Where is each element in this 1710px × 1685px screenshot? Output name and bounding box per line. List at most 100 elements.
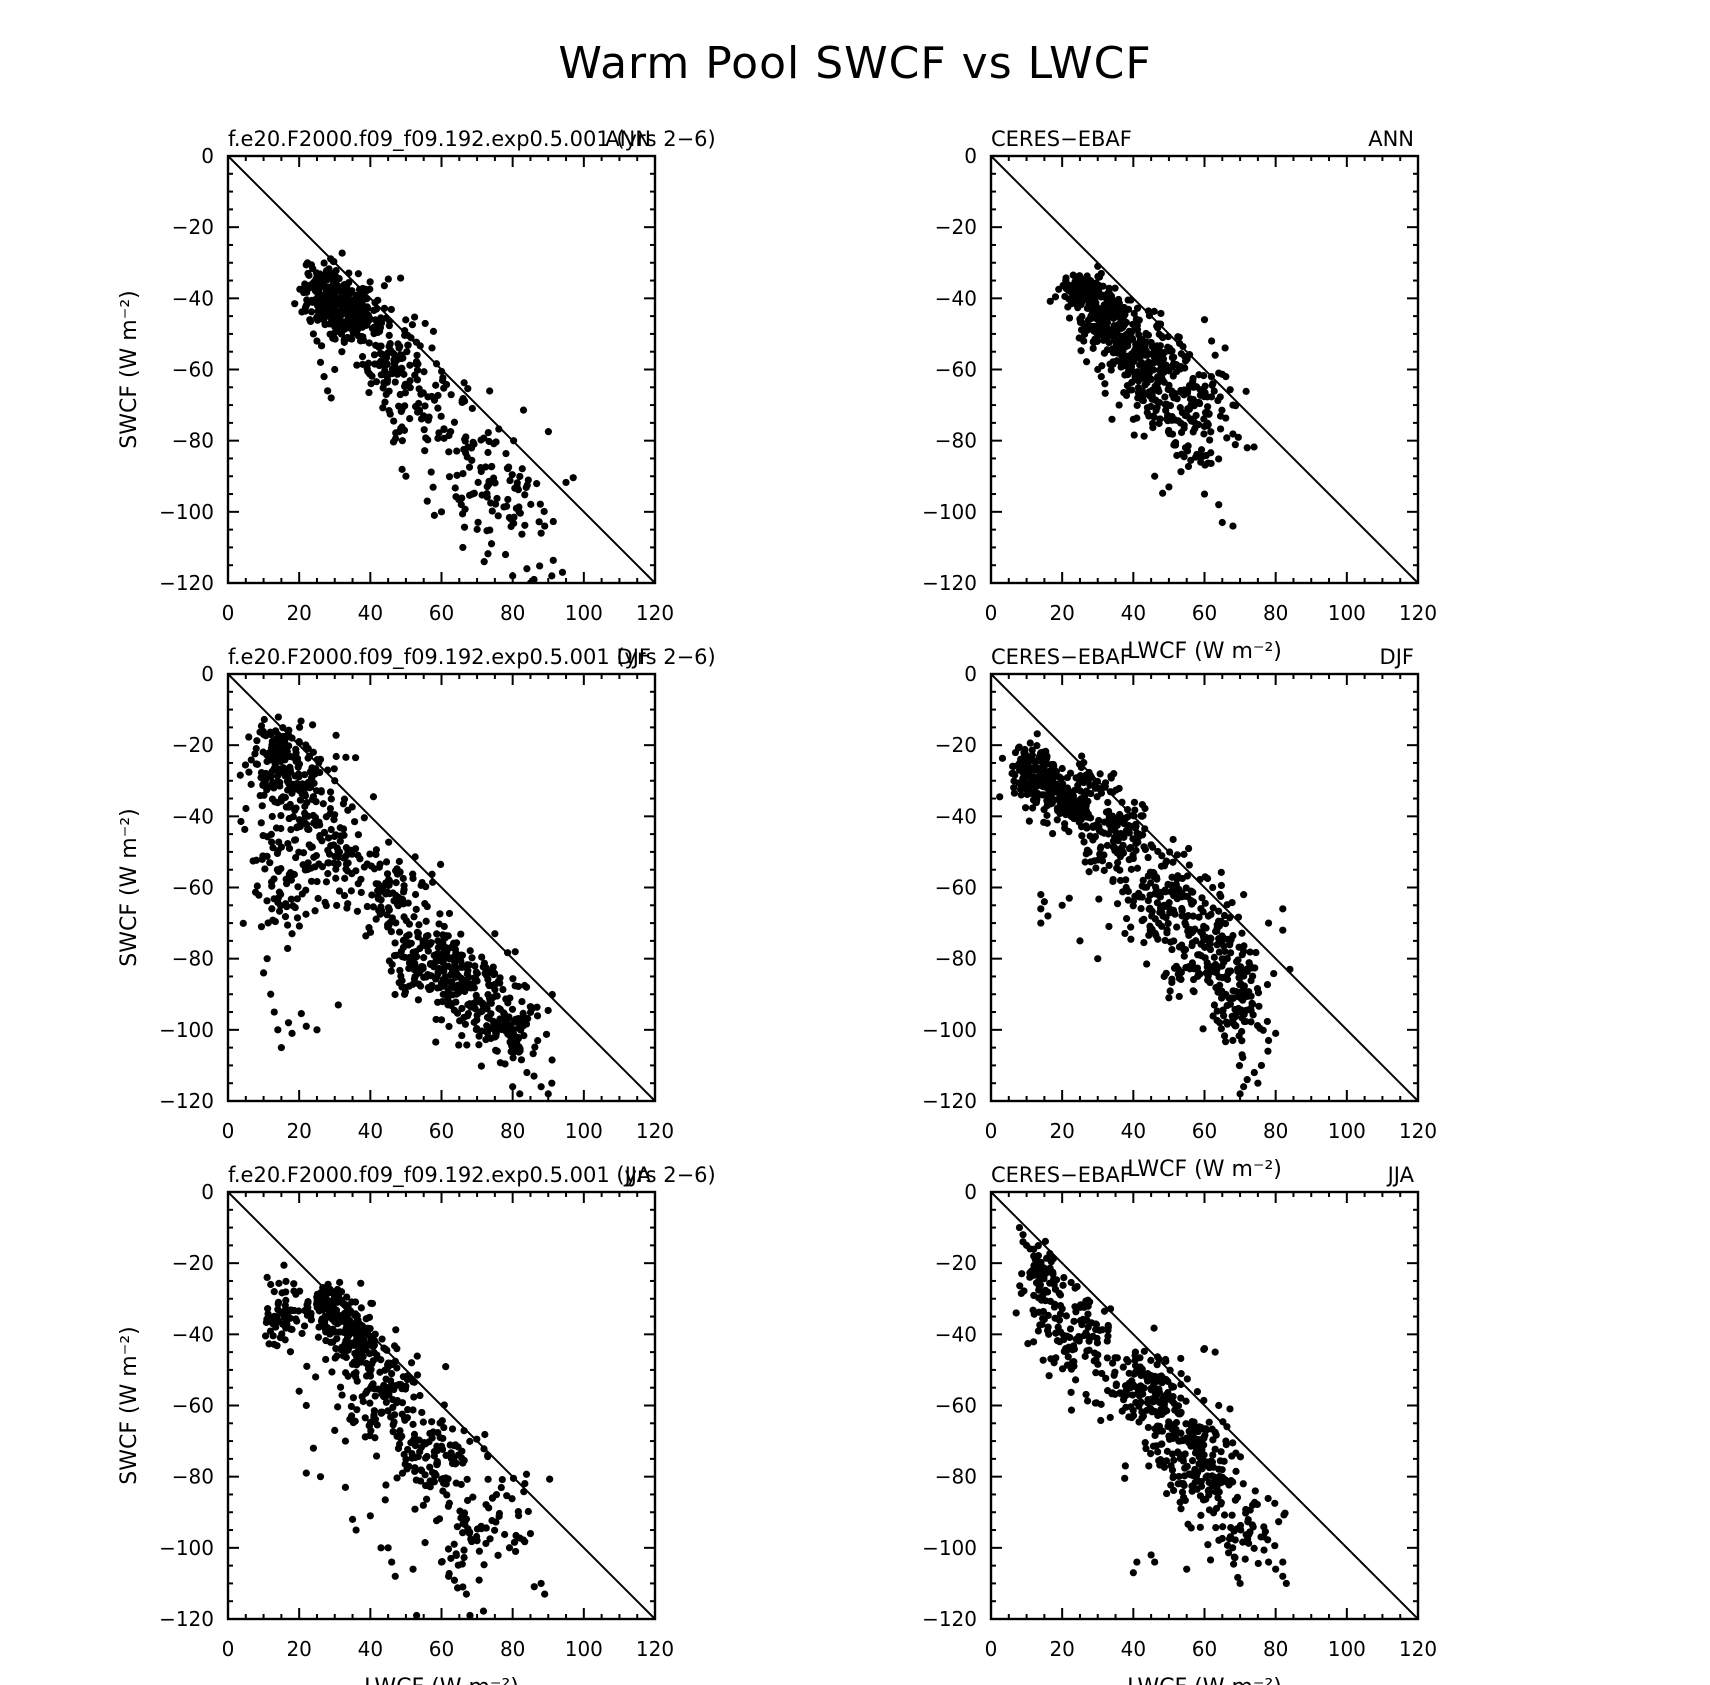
data-point bbox=[391, 378, 399, 386]
x-tick-label: 40 bbox=[1121, 1637, 1146, 1661]
data-point bbox=[1080, 778, 1088, 787]
data-point bbox=[353, 361, 361, 369]
data-point bbox=[1046, 1264, 1054, 1272]
data-point bbox=[508, 1005, 517, 1013]
data-point bbox=[306, 768, 314, 776]
data-point bbox=[1035, 1283, 1043, 1291]
data-point bbox=[469, 980, 477, 988]
data-point bbox=[1207, 428, 1215, 436]
data-point bbox=[1191, 425, 1199, 433]
data-point bbox=[407, 939, 415, 947]
data-point bbox=[1221, 344, 1229, 352]
x-tick-label: 120 bbox=[636, 1119, 674, 1143]
data-point bbox=[348, 1515, 357, 1523]
data-point bbox=[509, 572, 517, 580]
data-point bbox=[400, 882, 408, 890]
data-point bbox=[1073, 1282, 1081, 1291]
data-point bbox=[1195, 969, 1203, 977]
data-point bbox=[460, 1509, 469, 1517]
data-point bbox=[411, 1467, 419, 1476]
data-point bbox=[1133, 321, 1141, 329]
data-point bbox=[1092, 1399, 1101, 1407]
data-point bbox=[1044, 794, 1052, 802]
data-point bbox=[1185, 963, 1193, 971]
data-point bbox=[277, 811, 285, 820]
data-point bbox=[366, 278, 374, 286]
data-point bbox=[1077, 347, 1085, 355]
y-tick-label: −80 bbox=[172, 429, 214, 453]
data-point bbox=[537, 1579, 545, 1588]
data-point bbox=[332, 1345, 340, 1353]
data-point bbox=[504, 495, 512, 504]
data-point bbox=[459, 1529, 467, 1537]
data-point bbox=[1062, 800, 1070, 809]
data-point bbox=[335, 327, 343, 335]
y-tick-label: −60 bbox=[172, 876, 214, 900]
data-point bbox=[388, 1370, 396, 1378]
data-point bbox=[268, 767, 276, 776]
data-point bbox=[512, 1015, 520, 1023]
data-point bbox=[311, 907, 319, 915]
data-point bbox=[320, 276, 328, 284]
data-point bbox=[1164, 919, 1172, 928]
data-point bbox=[297, 717, 305, 725]
data-point bbox=[1129, 851, 1137, 859]
scatter-panel: 0 20 40 60 80 100 1200−20−40−60−80−100−120f.e2… bbox=[117, 1163, 716, 1685]
data-point bbox=[1115, 401, 1123, 409]
data-point bbox=[364, 1364, 373, 1373]
data-point bbox=[1150, 869, 1158, 877]
data-point bbox=[400, 913, 408, 921]
data-point bbox=[1216, 1019, 1224, 1027]
data-point bbox=[364, 368, 372, 376]
data-point bbox=[1164, 385, 1172, 394]
data-point bbox=[457, 983, 465, 991]
data-point bbox=[1246, 948, 1254, 956]
data-point bbox=[409, 948, 417, 956]
data-point bbox=[1205, 1478, 1213, 1487]
data-point bbox=[439, 976, 447, 984]
data-point bbox=[295, 816, 303, 824]
data-point bbox=[1253, 985, 1262, 993]
data-point bbox=[1175, 885, 1183, 893]
data-point bbox=[1155, 1427, 1163, 1435]
data-point bbox=[1140, 915, 1148, 923]
data-point bbox=[1207, 459, 1215, 468]
data-point bbox=[392, 879, 400, 887]
data-point bbox=[1139, 1412, 1148, 1420]
data-point bbox=[1149, 366, 1158, 374]
data-point bbox=[293, 914, 302, 922]
data-point bbox=[301, 792, 310, 800]
data-point bbox=[501, 1530, 509, 1539]
data-point bbox=[1213, 927, 1221, 935]
data-point bbox=[274, 713, 282, 721]
data-point bbox=[530, 575, 538, 583]
data-point bbox=[1189, 888, 1197, 896]
data-point bbox=[388, 960, 396, 969]
data-point bbox=[324, 387, 332, 395]
data-point bbox=[362, 932, 370, 940]
data-point bbox=[303, 288, 311, 296]
panel-left-title: CERES−EBAF bbox=[991, 127, 1132, 151]
data-point bbox=[491, 479, 499, 487]
data-point bbox=[1092, 864, 1100, 872]
data-point bbox=[270, 784, 278, 792]
data-point bbox=[1097, 269, 1105, 278]
data-point bbox=[1193, 1388, 1202, 1396]
data-point bbox=[1218, 406, 1226, 414]
data-point bbox=[1226, 941, 1234, 949]
scatter-points bbox=[291, 249, 577, 583]
x-tick-label: 20 bbox=[286, 1119, 311, 1143]
data-point bbox=[1226, 1000, 1234, 1008]
data-point bbox=[1188, 1457, 1197, 1465]
data-point bbox=[422, 917, 430, 925]
data-point bbox=[390, 1418, 398, 1426]
data-point bbox=[332, 874, 340, 882]
data-point bbox=[309, 330, 317, 338]
data-point bbox=[297, 1010, 305, 1018]
data-point bbox=[1144, 896, 1152, 905]
data-point bbox=[450, 967, 458, 976]
data-point bbox=[507, 522, 515, 531]
data-point bbox=[396, 966, 404, 975]
data-point bbox=[479, 963, 487, 971]
data-point bbox=[1122, 876, 1130, 884]
